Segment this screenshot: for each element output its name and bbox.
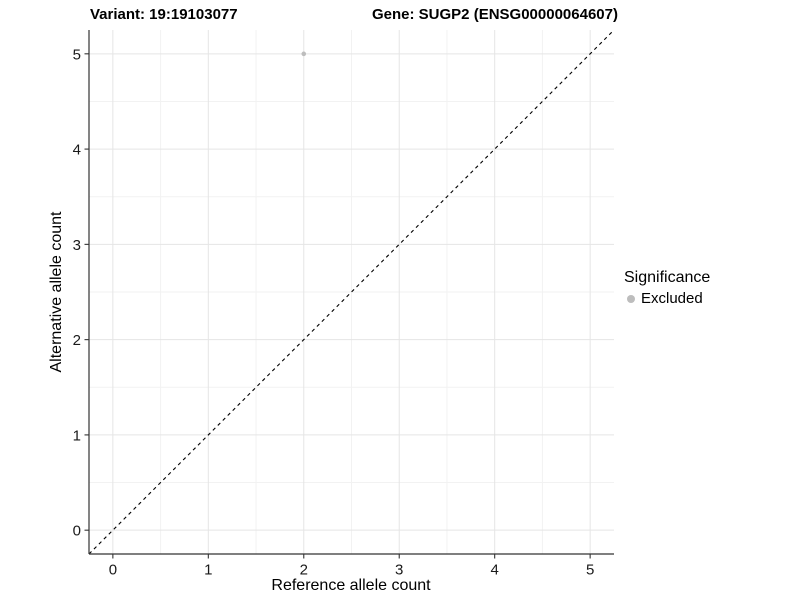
legend-item-excluded: Excluded	[624, 290, 710, 307]
legend-item-label: Excluded	[641, 290, 703, 307]
identity-line	[88, 29, 615, 555]
y-tick-label: 2	[73, 332, 81, 349]
y-tick-label: 3	[73, 237, 81, 254]
legend: Significance Excluded	[624, 269, 710, 307]
plot-title-gene: Gene: SUGP2 (ENSG00000064607)	[372, 6, 618, 23]
y-axis-title: Alternative allele count	[48, 211, 65, 373]
y-tick-label: 4	[73, 142, 81, 159]
x-tick-label: 1	[204, 562, 212, 579]
y-tick-label: 0	[73, 523, 81, 540]
x-tick-label: 4	[491, 562, 499, 579]
y-tick-label: 1	[73, 427, 81, 444]
x-tick-label: 5	[586, 562, 594, 579]
legend-point-icon	[627, 294, 635, 303]
x-tick-label: 3	[395, 562, 403, 579]
y-tick-label: 5	[73, 46, 81, 63]
plot-title-variant: Variant: 19:19103077	[90, 6, 238, 23]
x-tick-label: 0	[109, 562, 117, 579]
x-axis-title: Reference allele count	[271, 577, 431, 594]
legend-title: Significance	[624, 269, 711, 286]
x-tick-label: 2	[300, 562, 308, 579]
data-point-excluded	[301, 51, 307, 57]
